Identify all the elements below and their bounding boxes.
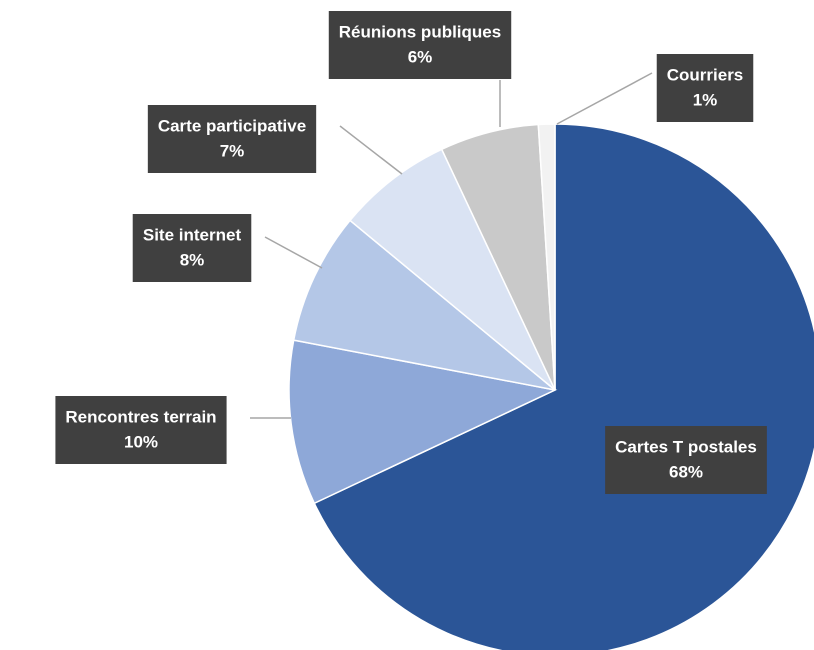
- label-value: 1%: [693, 90, 718, 109]
- label-value: 68%: [669, 462, 703, 481]
- data-label: Rencontres terrain 10%: [55, 396, 227, 464]
- pie-slice: [288, 339, 558, 505]
- label-name: Carte participative: [158, 116, 306, 135]
- label-value: 10%: [124, 432, 158, 451]
- data-label: Réunions publiques 6%: [328, 11, 512, 79]
- label-name: Rencontres terrain: [65, 407, 216, 426]
- label-box: [328, 11, 512, 79]
- data-label: Site internet 8%: [132, 214, 252, 282]
- pie-slice: [313, 123, 814, 650]
- pie-slice: [537, 123, 556, 391]
- label-box: [656, 54, 754, 122]
- label-box: [147, 105, 317, 173]
- label-name: Site internet: [143, 225, 242, 244]
- label-name: Réunions publiques: [339, 22, 501, 41]
- label-value: 8%: [180, 250, 205, 269]
- data-label: Carte participative 7%: [147, 105, 317, 173]
- leader-line: [556, 72, 653, 125]
- leader-line: [264, 236, 323, 269]
- label-name: Courriers: [667, 65, 744, 84]
- pie-slice: [292, 219, 556, 391]
- label-name: Cartes T postales: [615, 437, 757, 456]
- leader-line: [339, 125, 403, 175]
- data-label: Courriers 1%: [656, 54, 754, 122]
- data-label: Cartes T postales 68%: [605, 426, 767, 494]
- label-value: 7%: [220, 141, 245, 160]
- label-box: [132, 214, 252, 282]
- pie-slice: [348, 148, 556, 391]
- label-box: [605, 426, 767, 494]
- label-box: [55, 396, 227, 464]
- label-value: 6%: [408, 47, 433, 66]
